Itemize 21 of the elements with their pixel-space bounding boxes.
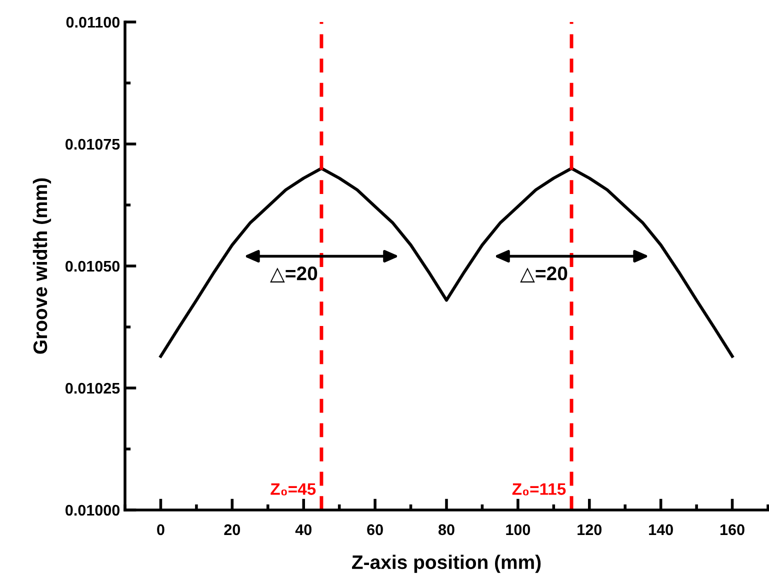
y-tick-label: 0.01000 (66, 504, 120, 516)
y-tick-label: 0.01075 (66, 138, 120, 150)
ref-line-label: Z₀=115 (512, 483, 566, 496)
x-tick-label: 80 (438, 524, 454, 536)
y-tick-label: 0.01025 (66, 382, 120, 394)
annotation: △=20 (520, 266, 568, 282)
y-tick-label: 0.01100 (66, 16, 120, 28)
x-tick-label: 0 (157, 524, 164, 536)
x-tick-label: 20 (224, 524, 240, 536)
x-tick-label: 140 (649, 524, 673, 536)
x-tick-label: 100 (506, 524, 530, 536)
x-tick-label: 120 (578, 524, 602, 536)
x-tick-label: 160 (720, 524, 744, 536)
y-tick-label: 0.01050 (66, 260, 120, 272)
x-axis-title: Z-axis position (mm) (352, 554, 541, 573)
line-series (159, 166, 734, 358)
x-tick-label: 60 (367, 524, 383, 536)
y-axis-title: Groove width (mm) (32, 178, 52, 354)
ref-line-label: Z₀=45 (270, 483, 316, 496)
annotation: △=20 (270, 266, 318, 282)
x-tick-label: 40 (295, 524, 312, 536)
